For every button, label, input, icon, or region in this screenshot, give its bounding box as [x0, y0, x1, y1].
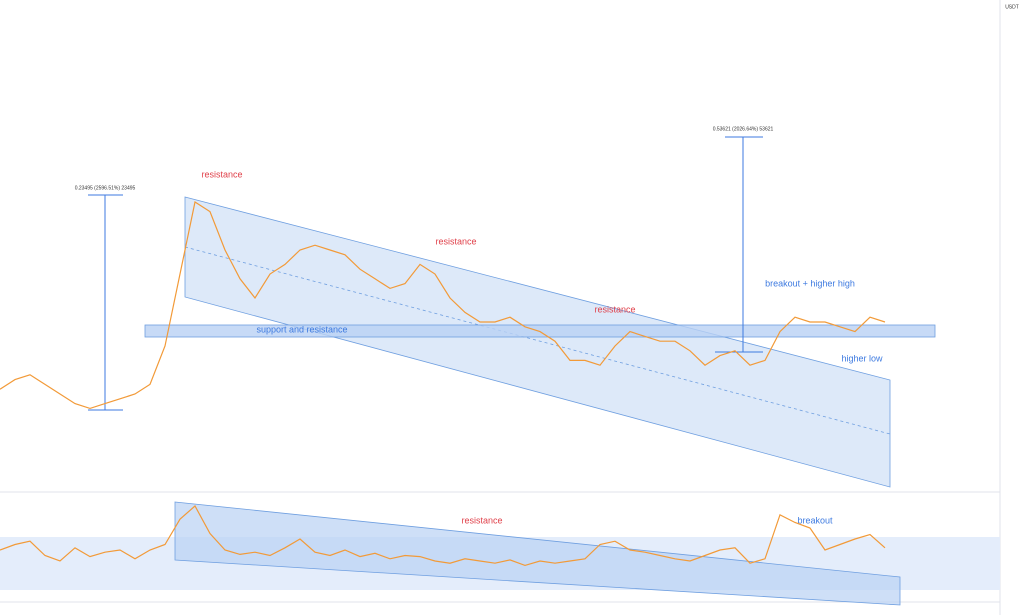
measure-label: 0.53621 (2026.64%) 53621 — [713, 126, 774, 132]
annotation: breakout — [797, 515, 833, 525]
annotation: support and resistance — [256, 324, 347, 334]
series-line — [0, 505, 886, 567]
annotation: resistance — [594, 304, 635, 314]
channel-midline — [184, 246, 891, 435]
currency-label: USDT — [1005, 4, 1019, 10]
annotation: higher low — [841, 353, 883, 363]
measure-label: 0.23495 (2596.51%) 23495 — [75, 185, 136, 191]
annotation: resistance — [435, 236, 476, 246]
rsi-channel — [174, 501, 901, 606]
annotation: breakout + higher high — [765, 278, 855, 288]
series-line — [0, 201, 886, 410]
annotation: resistance — [201, 169, 242, 179]
annotation: resistance — [461, 515, 502, 525]
